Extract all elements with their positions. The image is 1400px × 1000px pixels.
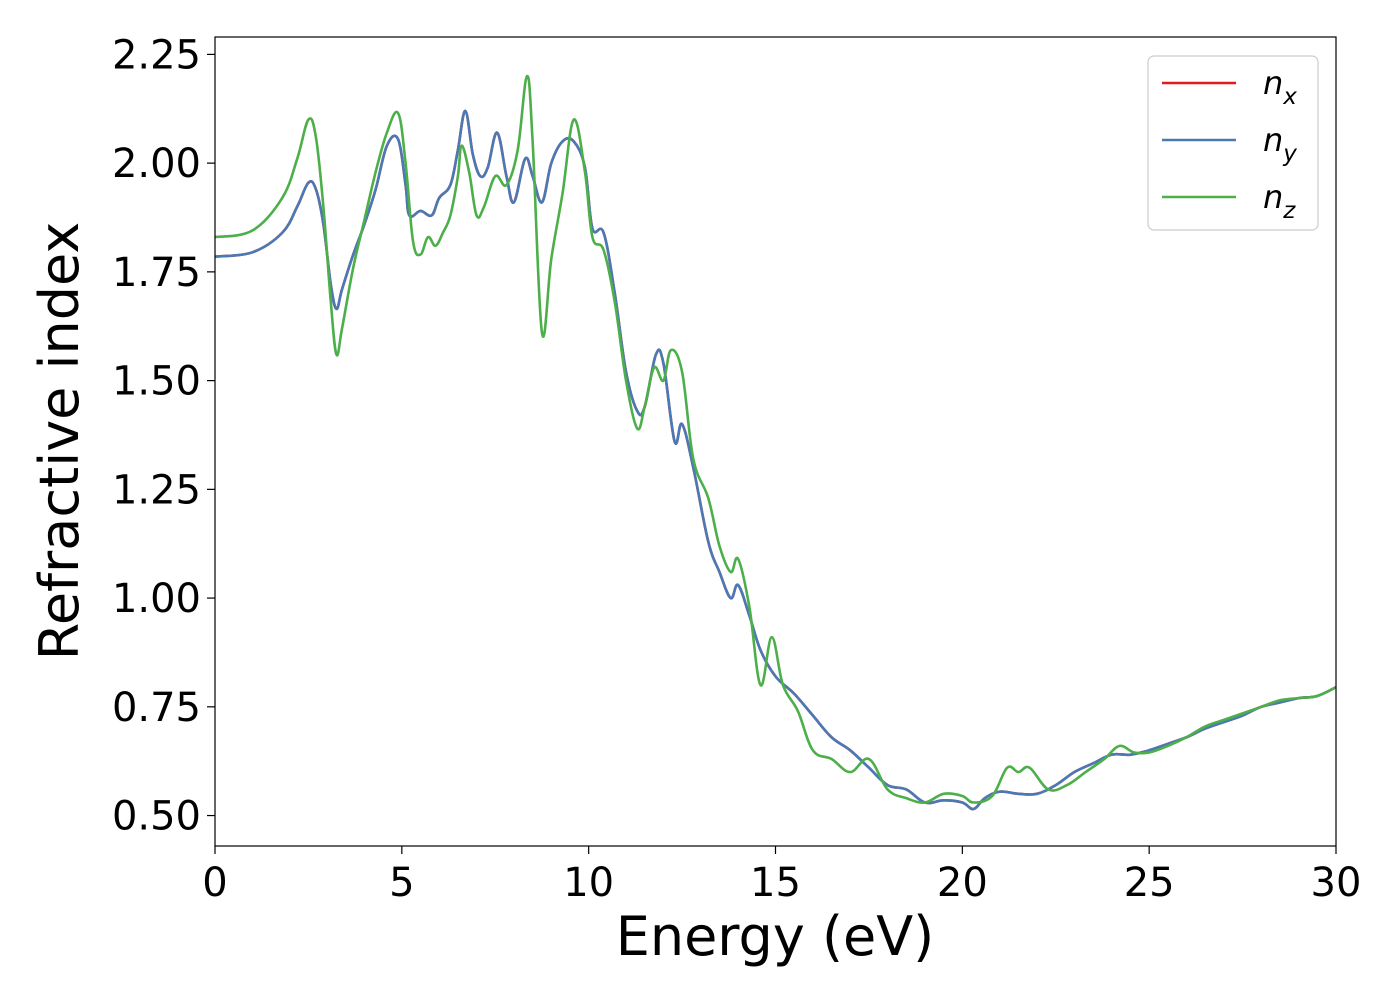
x-tick-label: 30 [1311,860,1362,906]
series-layer [215,74,1336,811]
x-tick-label: 15 [750,860,801,906]
legend-label-subscript: y [1282,141,1297,167]
legend-label-main: n [1263,178,1283,216]
x-tick-label: 5 [389,860,414,906]
x-axis-label: Energy (eV) [616,905,935,968]
y-tick-label: 2.25 [112,32,201,78]
y-tick-label: 1.50 [112,359,201,405]
y-tick-label: 0.75 [112,685,201,731]
x-axis: 0 5 10 15 20 25 30 [202,846,1361,906]
legend-label-ny: ny [1263,121,1297,167]
y-tick-label: 1.00 [112,576,201,622]
legend-label-subscript: z [1282,198,1296,224]
series-line-nz [215,74,1336,804]
x-tick-label: 10 [563,860,614,906]
y-axis-label: Refractive index [28,222,91,661]
series-line-ny [215,109,1336,811]
y-axis: 0.50 0.75 1.00 1.25 1.50 1.75 2.00 2.25 [112,32,215,840]
y-tick-label: 2.00 [112,141,201,187]
legend-label-main: n [1263,121,1283,159]
y-tick-label: 1.25 [112,467,201,513]
x-tick-label: 25 [1124,860,1175,906]
legend-label-nx: nx [1263,64,1297,110]
x-tick-label: 0 [202,860,227,906]
x-tick-label: 20 [937,860,988,906]
y-tick-label: 1.75 [112,250,201,296]
legend-label-nz: nz [1263,178,1296,224]
legend-label-subscript: x [1282,84,1297,110]
legend-label-main: n [1263,64,1283,102]
legend-box [1147,55,1319,231]
y-tick-label: 0.50 [112,794,201,840]
